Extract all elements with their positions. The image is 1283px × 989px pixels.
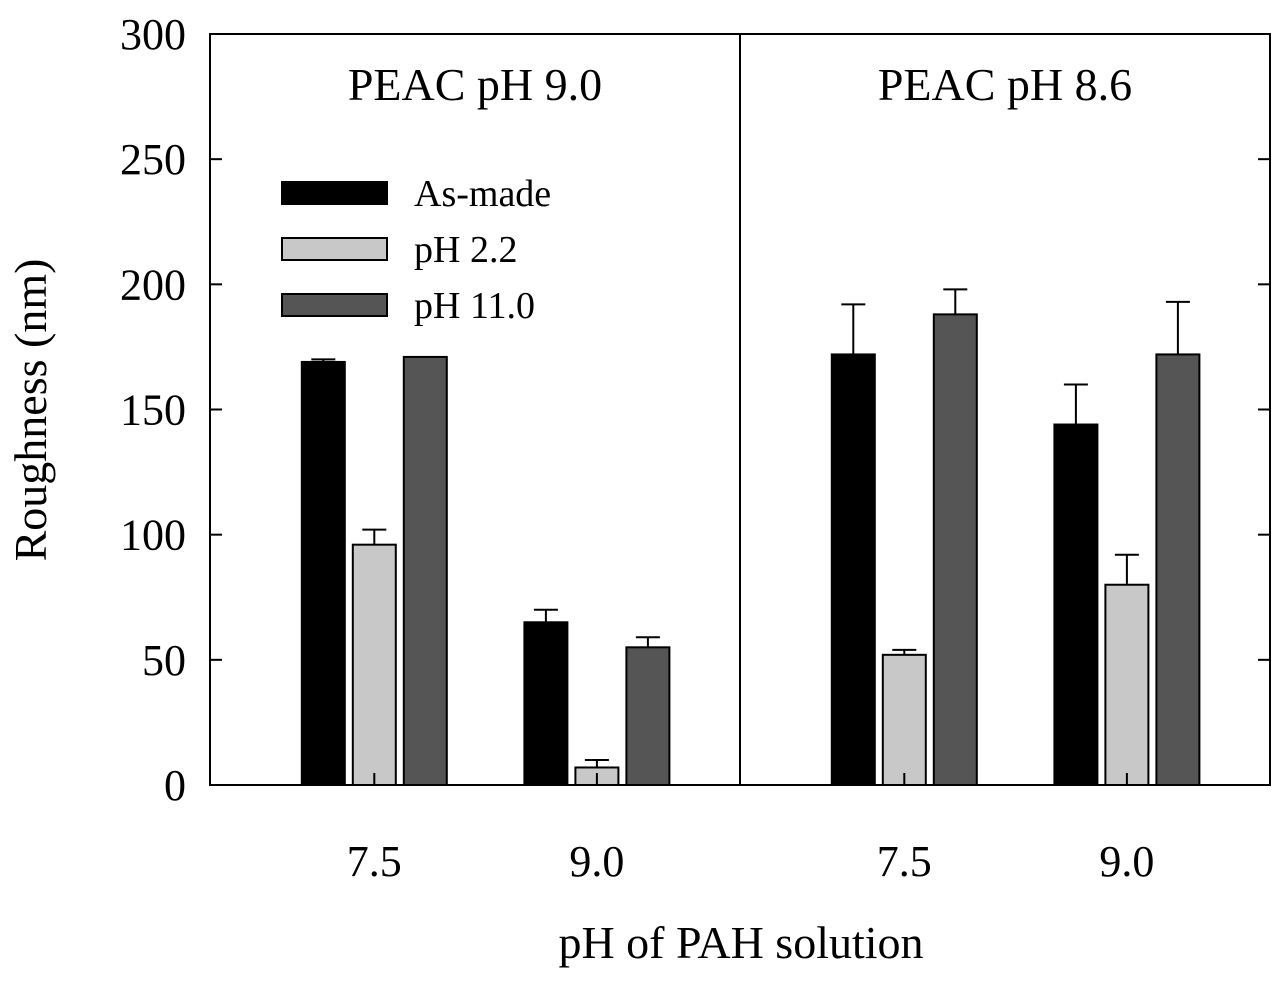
y-tick-label: 250 [120, 135, 186, 184]
y-tick-label: 300 [120, 10, 186, 59]
error-bars-group [311, 288, 1190, 768]
bar [300, 360, 346, 786]
x-tick-label: 7.5 [347, 837, 402, 886]
x-tick-label: 9.0 [569, 837, 624, 886]
legend-swatch [281, 237, 388, 261]
y-tick-label: 0 [164, 761, 186, 810]
legend-label: pH 2.2 [414, 229, 517, 271]
y-axis-label: Roughness (nm) [5, 259, 56, 562]
y-tick-label: 150 [120, 386, 186, 435]
bar [351, 543, 397, 786]
bar [1053, 423, 1099, 786]
bar [1155, 353, 1201, 786]
y-axis-group: 0 50 100 150 200 250 300 [120, 10, 1270, 810]
bar [932, 313, 978, 786]
legend-swatch [281, 293, 388, 317]
x-tick-label: 9.0 [1099, 837, 1154, 886]
bar [625, 646, 671, 786]
x-axis-group: 7.5 9.0 7.5 9.0 [347, 773, 1154, 886]
legend-swatch [281, 181, 388, 205]
x-axis-label: pH of PAH solution [558, 917, 923, 968]
bar [830, 353, 876, 786]
y-tick-label: 200 [120, 260, 186, 309]
bar [402, 355, 448, 786]
panel-title: PEAC pH 8.6 [878, 59, 1132, 110]
legend-label: As-made [414, 173, 551, 215]
bars-group [300, 313, 1201, 787]
y-tick-label: 100 [120, 511, 186, 560]
y-tick-label: 50 [142, 636, 186, 685]
legend-group: As-made pH 2.2 pH 11.0 [281, 173, 551, 327]
x-tick-label: 7.5 [877, 837, 932, 886]
bar [881, 653, 927, 786]
panel-titles-group: PEAC pH 9.0 PEAC pH 8.6 [348, 59, 1132, 110]
legend-label: pH 11.0 [414, 285, 535, 327]
panel-title: PEAC pH 9.0 [348, 59, 602, 110]
bar [1104, 583, 1150, 786]
bar [523, 621, 569, 786]
